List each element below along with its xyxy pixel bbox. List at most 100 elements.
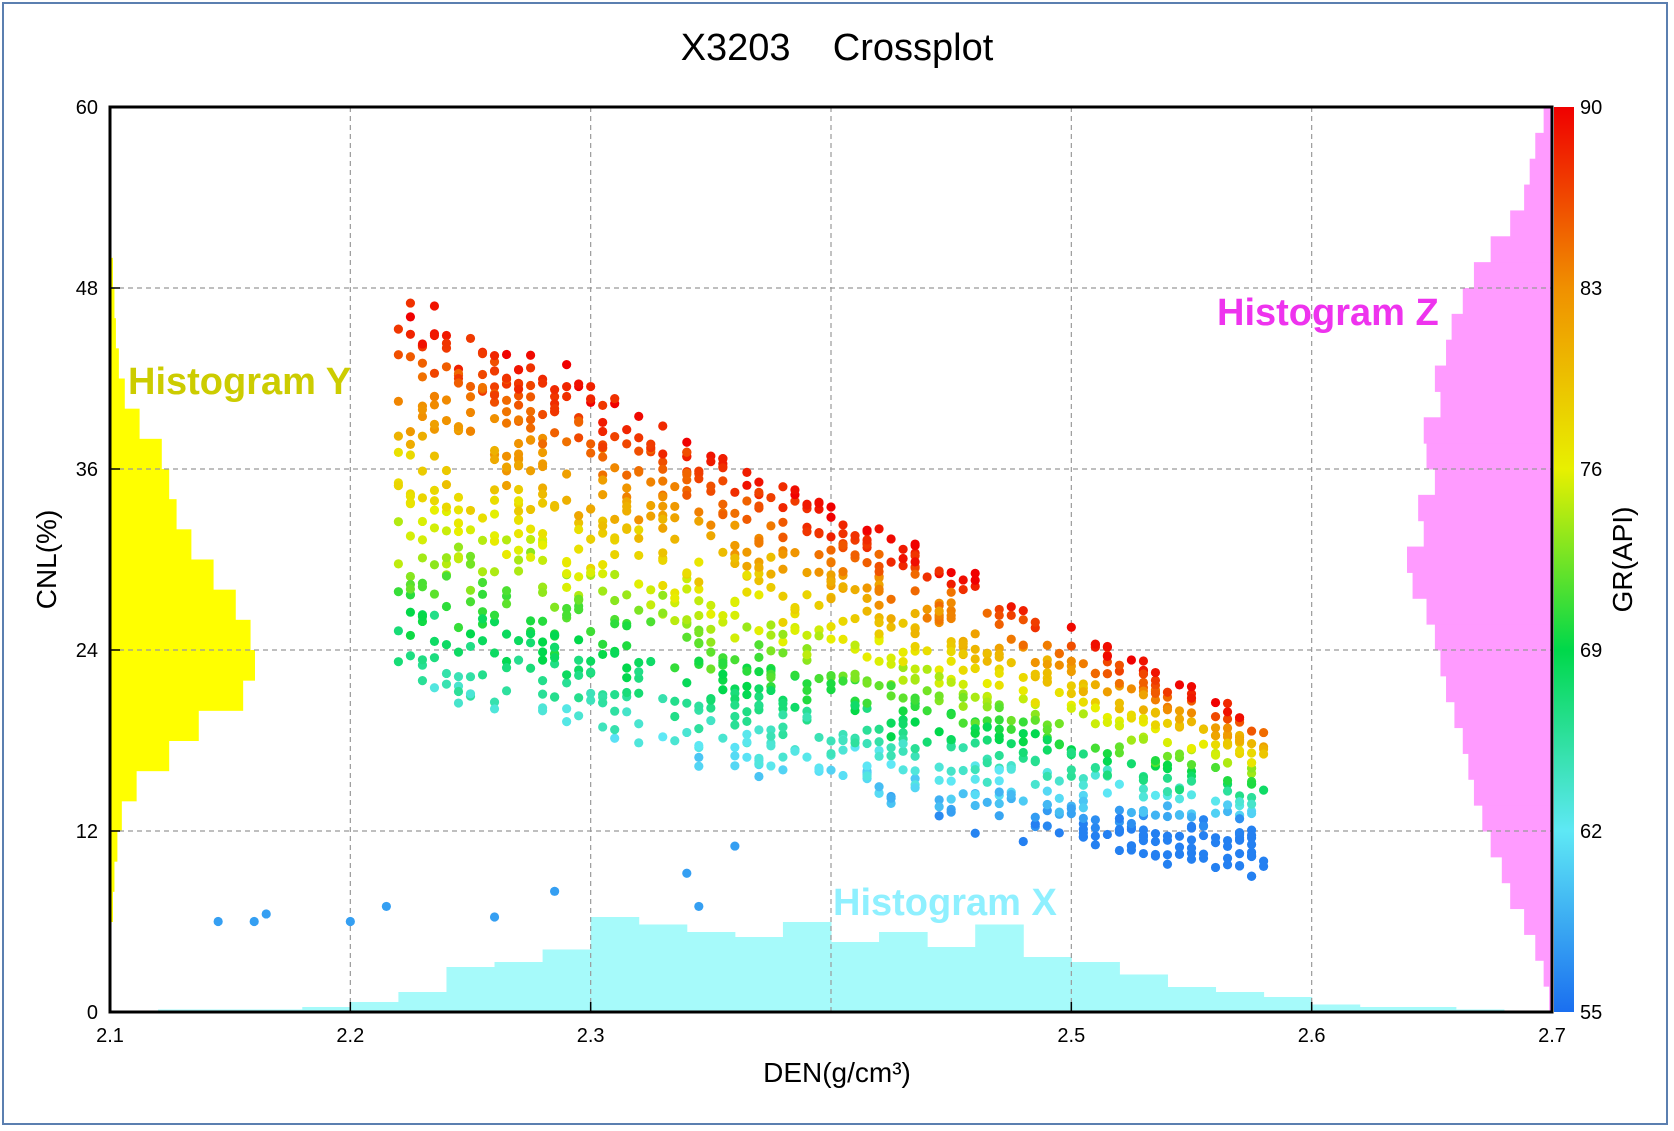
scatter-point [694, 761, 704, 771]
scatter-point [538, 529, 548, 539]
scatter-point [778, 629, 788, 639]
scatter-point [1222, 800, 1233, 810]
scatter-point [670, 593, 680, 603]
scatter-point [441, 553, 452, 563]
chart-title: X3203 Crossplot [681, 27, 994, 69]
scatter-point [562, 382, 572, 392]
scatter-point [730, 553, 740, 563]
scatter-point [574, 518, 584, 528]
scatter-point [598, 569, 608, 579]
scatter-point [1222, 853, 1233, 863]
scatter-point [718, 669, 728, 679]
scatter-point [742, 587, 752, 597]
scatter-point [802, 712, 812, 722]
scatter-point [778, 765, 788, 775]
histogram-y-bar [110, 831, 118, 862]
scatter-point [574, 544, 584, 554]
scatter-point [453, 492, 464, 502]
scatter-point [1042, 745, 1052, 755]
scatter-point [1246, 748, 1257, 758]
scatter-point [706, 520, 716, 530]
scatter-point [706, 695, 716, 705]
histogram-y-bar [110, 861, 115, 892]
scatter-point [742, 622, 752, 632]
scatter-point [1150, 828, 1161, 839]
scatter-point [766, 672, 776, 683]
scatter-point [405, 499, 416, 509]
scatter-point [513, 496, 524, 506]
scatter-point [742, 707, 752, 717]
scatter-point [1259, 856, 1269, 866]
scatter-point [417, 582, 428, 592]
scatter-point [405, 571, 416, 582]
scatter-point [730, 751, 740, 761]
scatter-point [477, 382, 488, 393]
histogram-x-bar [734, 937, 784, 1012]
scatter-point [802, 752, 812, 762]
scatter-point [742, 561, 752, 571]
histogram-y-bar [110, 589, 236, 621]
scatter-point [886, 614, 896, 624]
scatter-point [489, 567, 500, 577]
scatter-point [465, 333, 476, 344]
scatter-point [538, 447, 548, 458]
scatter-point [994, 787, 1004, 797]
histogram-z-bar [1451, 313, 1552, 341]
scatter-point [838, 634, 848, 645]
scatter-point [393, 431, 403, 441]
scatter-point [946, 776, 956, 786]
z-tick-label: 90 [1580, 97, 1602, 119]
scatter-point [574, 524, 584, 535]
scatter-point [742, 480, 752, 490]
scatter-point [898, 739, 908, 749]
scatter-point [465, 585, 476, 595]
histogram-z-bar [1434, 469, 1552, 496]
scatter-point [838, 770, 848, 781]
scatter-point [706, 531, 716, 541]
scatter-point [766, 630, 776, 640]
scatter-point [934, 606, 944, 616]
scatter-point [766, 552, 776, 562]
scatter-point [429, 485, 440, 495]
scatter-point [1042, 725, 1052, 735]
scatter-point [501, 451, 512, 461]
scatter-point [694, 507, 704, 517]
scatter-point [898, 553, 908, 564]
scatter-point [417, 372, 428, 382]
scatter-point [886, 718, 896, 728]
scatter-point [694, 516, 704, 526]
scatter-point [886, 793, 896, 803]
scatter-point [1138, 848, 1149, 859]
scatter-point [465, 525, 476, 535]
scatter-point [1234, 860, 1245, 871]
scatter-point [405, 651, 416, 661]
scatter-point [501, 629, 512, 639]
scatter-point [1138, 669, 1149, 679]
scatter-point [790, 746, 800, 756]
scatter-point [742, 681, 752, 691]
scatter-point [465, 559, 476, 569]
scatter-point [417, 404, 428, 415]
scatter-point [622, 621, 632, 631]
scatter-point [958, 665, 968, 675]
x-tick-label: 2.6 [1298, 1025, 1326, 1047]
scatter-point [453, 622, 464, 633]
scatter-point [970, 629, 980, 639]
scatter-point [489, 704, 500, 714]
scatter-point [658, 514, 668, 524]
scatter-point [477, 577, 488, 588]
scatter-point [405, 427, 416, 437]
scatter-point [898, 647, 908, 657]
scatter-point [1042, 735, 1052, 745]
scatter-point [658, 449, 668, 459]
scatter-point [489, 485, 500, 495]
scatter-point [429, 451, 440, 461]
scatter-point [513, 566, 524, 576]
scatter-point [838, 582, 848, 592]
scatter-point [754, 652, 764, 662]
scatter-point [658, 608, 668, 618]
scatter-point [1150, 720, 1161, 730]
scatter-point [477, 607, 488, 617]
scatter-point [1174, 714, 1185, 724]
scatter-point [682, 490, 692, 500]
